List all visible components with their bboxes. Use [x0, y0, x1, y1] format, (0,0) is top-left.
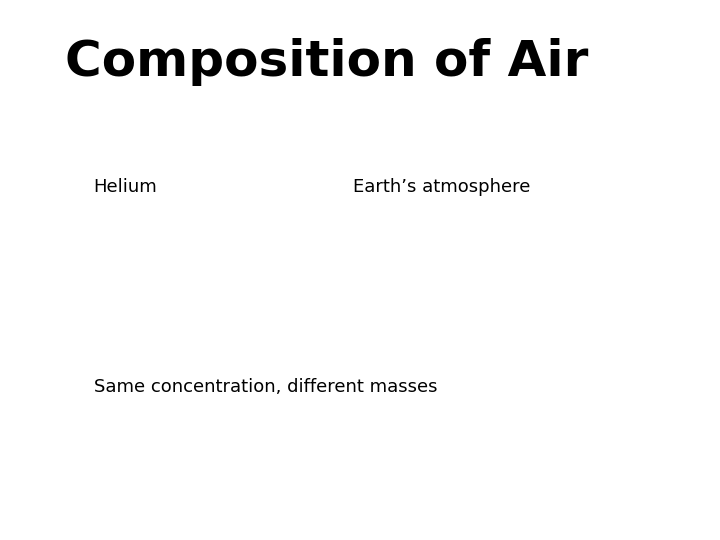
Text: Composition of Air: Composition of Air: [65, 38, 588, 86]
Text: Helium: Helium: [94, 178, 158, 196]
Text: Same concentration, different masses: Same concentration, different masses: [94, 378, 437, 396]
Text: Earth’s atmosphere: Earth’s atmosphere: [353, 178, 530, 196]
